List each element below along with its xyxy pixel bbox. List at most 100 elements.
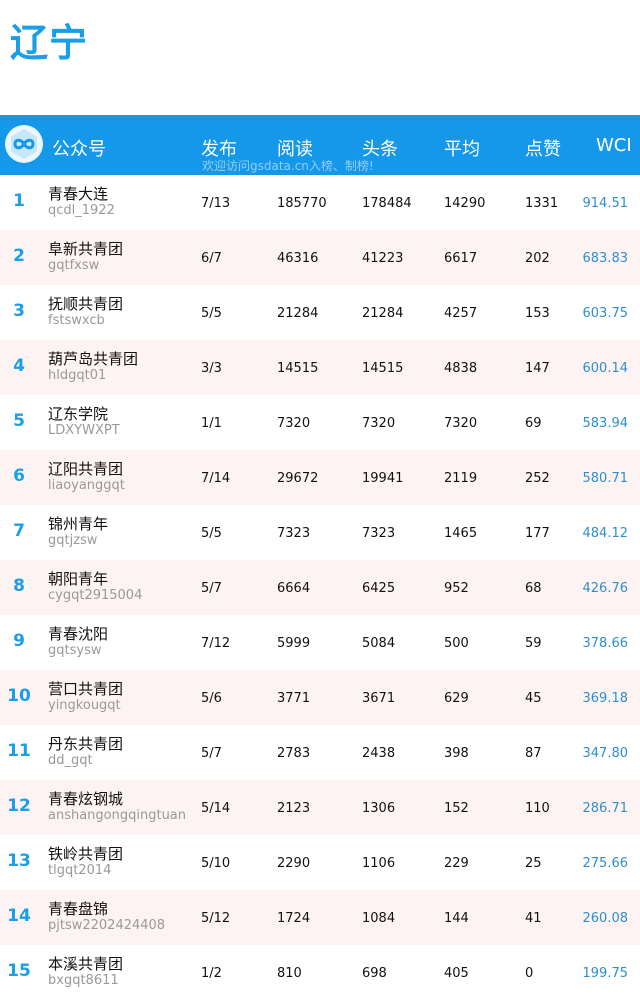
table-row[interactable]: 9 青春沈阳 gqtsysw 7/12 5999 5084 500 59 378.66 [0,615,640,670]
infinity-logo-icon [5,125,43,163]
publish-count: 5/14 [201,801,231,816]
top-read-count: 41223 [362,251,404,266]
account-name: 抚顺共青团 [48,295,124,313]
watermark-text: 欢迎访问gsdata.cn入榜、制榜! [202,159,374,173]
like-count: 59 [525,636,542,651]
like-count: 68 [525,581,542,596]
publish-count: 5/5 [201,526,222,541]
top-read-count: 14515 [362,361,404,376]
account-name: 青春沈阳 [48,625,109,643]
page-title: 辽宁 [10,21,89,65]
table-row[interactable]: 3 抚顺共青团 fstswxcb 5/5 21284 21284 4257 153 603.75 [0,285,640,340]
account-name: 铁岭共青团 [48,845,124,863]
rank-number: 4 [13,356,25,376]
top-read-count: 1084 [362,911,396,926]
account-id: anshangongqingtuan [48,808,187,823]
like-count: 252 [525,471,550,486]
account-id: dd_gqt [48,753,93,768]
table-row[interactable]: 13 铁岭共青团 tlgqt2014 5/10 2290 1106 229 25 275.66 [0,835,640,890]
rank-number: 15 [7,961,31,981]
table-row[interactable]: 6 辽阳共青团 liaoyanggqt 7/14 29672 19941 2119 252 58… [0,450,640,505]
read-count: 5999 [277,636,311,651]
rank-number: 3 [13,301,25,321]
table-row[interactable]: 8 朝阳青年 cygqt2915004 5/7 6664 6425 952 68 426.76 [0,560,640,615]
table-row[interactable]: 14 青春盘锦 pjtsw2202424408 5/12 1724 1084 144 41 26… [0,890,640,945]
table-row[interactable]: 12 青春炫钢城 anshangongqingtuan 5/14 2123 1306 152… [0,780,640,835]
account-id: fstswxcb [48,313,105,328]
read-count: 3771 [277,691,311,706]
read-count: 2123 [277,801,311,816]
wci-score: 603.75 [582,306,629,321]
top-read-count: 2438 [362,746,396,761]
rank-number: 8 [13,576,25,596]
account-id: yingkougqt [48,698,121,713]
account-name: 辽阳共青团 [48,460,124,478]
wci-score: 260.08 [582,911,629,926]
wci-score: 199.75 [582,966,629,981]
table-row[interactable]: 15 本溪共青团 bxgqt8611 1/2 810 698 405 0 199.75 [0,945,640,1000]
publish-count: 6/7 [201,251,222,266]
table-row[interactable]: 11 丹东共青团 dd_gqt 5/7 2783 2438 398 87 347.80 [0,725,640,780]
read-count: 14515 [277,361,319,376]
read-count: 46316 [277,251,319,266]
account-id: gqtjzsw [48,533,98,548]
rank-number: 12 [7,796,31,816]
account-name: 青春盘锦 [48,900,109,918]
publish-count: 5/7 [201,746,222,761]
account-id: qcdl_1922 [48,203,115,218]
publish-count: 7/14 [201,471,231,486]
account-id: bxgqt8611 [48,973,119,988]
like-count: 153 [525,306,550,321]
account-id: cygqt2915004 [48,588,143,603]
average-read-count: 14290 [444,196,486,211]
wci-score: 369.18 [582,691,629,706]
average-read-count: 2119 [444,471,478,486]
account-name: 葫芦岛共青团 [48,350,139,368]
rank-number: 13 [7,851,31,871]
rank-number: 6 [13,466,25,486]
table-row[interactable]: 5 辽东学院 LDXYWXPT 1/1 7320 7320 7320 69 583.94 [0,395,640,450]
top-read-count: 7320 [362,416,396,431]
account-name: 青春大连 [48,185,109,203]
average-read-count: 6617 [444,251,478,266]
account-name: 丹东共青团 [48,735,124,753]
header-reads: 阅读 [277,139,313,160]
account-id: hldgqt01 [48,368,107,383]
table-row[interactable]: 1 青春大连 qcdl_1922 7/13 185770 178484 14290 1331 9… [0,175,640,230]
wci-score: 484.12 [582,526,629,541]
like-count: 202 [525,251,550,266]
publish-count: 5/7 [201,581,222,596]
average-read-count: 229 [444,856,469,871]
like-count: 177 [525,526,550,541]
top-read-count: 3671 [362,691,396,706]
header-average: 平均 [444,139,480,160]
ranking-table: 1 青春大连 qcdl_1922 7/13 185770 178484 14290 1331 9… [0,175,640,1000]
top-read-count: 6425 [362,581,396,596]
publish-count: 7/12 [201,636,231,651]
header-account: 公众号 [52,139,106,160]
wci-score: 914.51 [582,196,629,211]
wci-score: 426.76 [582,581,629,596]
average-read-count: 1465 [444,526,478,541]
top-read-count: 21284 [362,306,404,321]
table-row[interactable]: 7 锦州青年 gqtjzsw 5/5 7323 7323 1465 177 484.12 [0,505,640,560]
publish-count: 5/12 [201,911,231,926]
read-count: 2783 [277,746,311,761]
account-name: 营口共青团 [48,680,124,698]
publish-count: 1/1 [201,416,222,431]
table-row[interactable]: 2 阜新共青团 gqtfxsw 6/7 46316 41223 6617 202 683.83 [0,230,640,285]
top-read-count: 5084 [362,636,396,651]
wci-score: 275.66 [582,856,629,871]
account-name: 朝阳青年 [48,570,109,588]
account-id: gqtfxsw [48,258,100,273]
table-row[interactable]: 10 营口共青团 yingkougqt 5/6 3771 3671 629 45 369.18 [0,670,640,725]
top-read-count: 178484 [362,196,412,211]
account-name: 辽东学院 [48,405,109,423]
header-publish: 发布 [201,139,237,160]
account-name: 本溪共青团 [48,955,124,973]
top-read-count: 7323 [362,526,396,541]
like-count: 87 [525,746,542,761]
top-read-count: 1106 [362,856,396,871]
account-name: 青春炫钢城 [48,790,124,808]
table-row[interactable]: 4 葫芦岛共青团 hldgqt01 3/3 14515 14515 4838 147 600.1… [0,340,640,395]
